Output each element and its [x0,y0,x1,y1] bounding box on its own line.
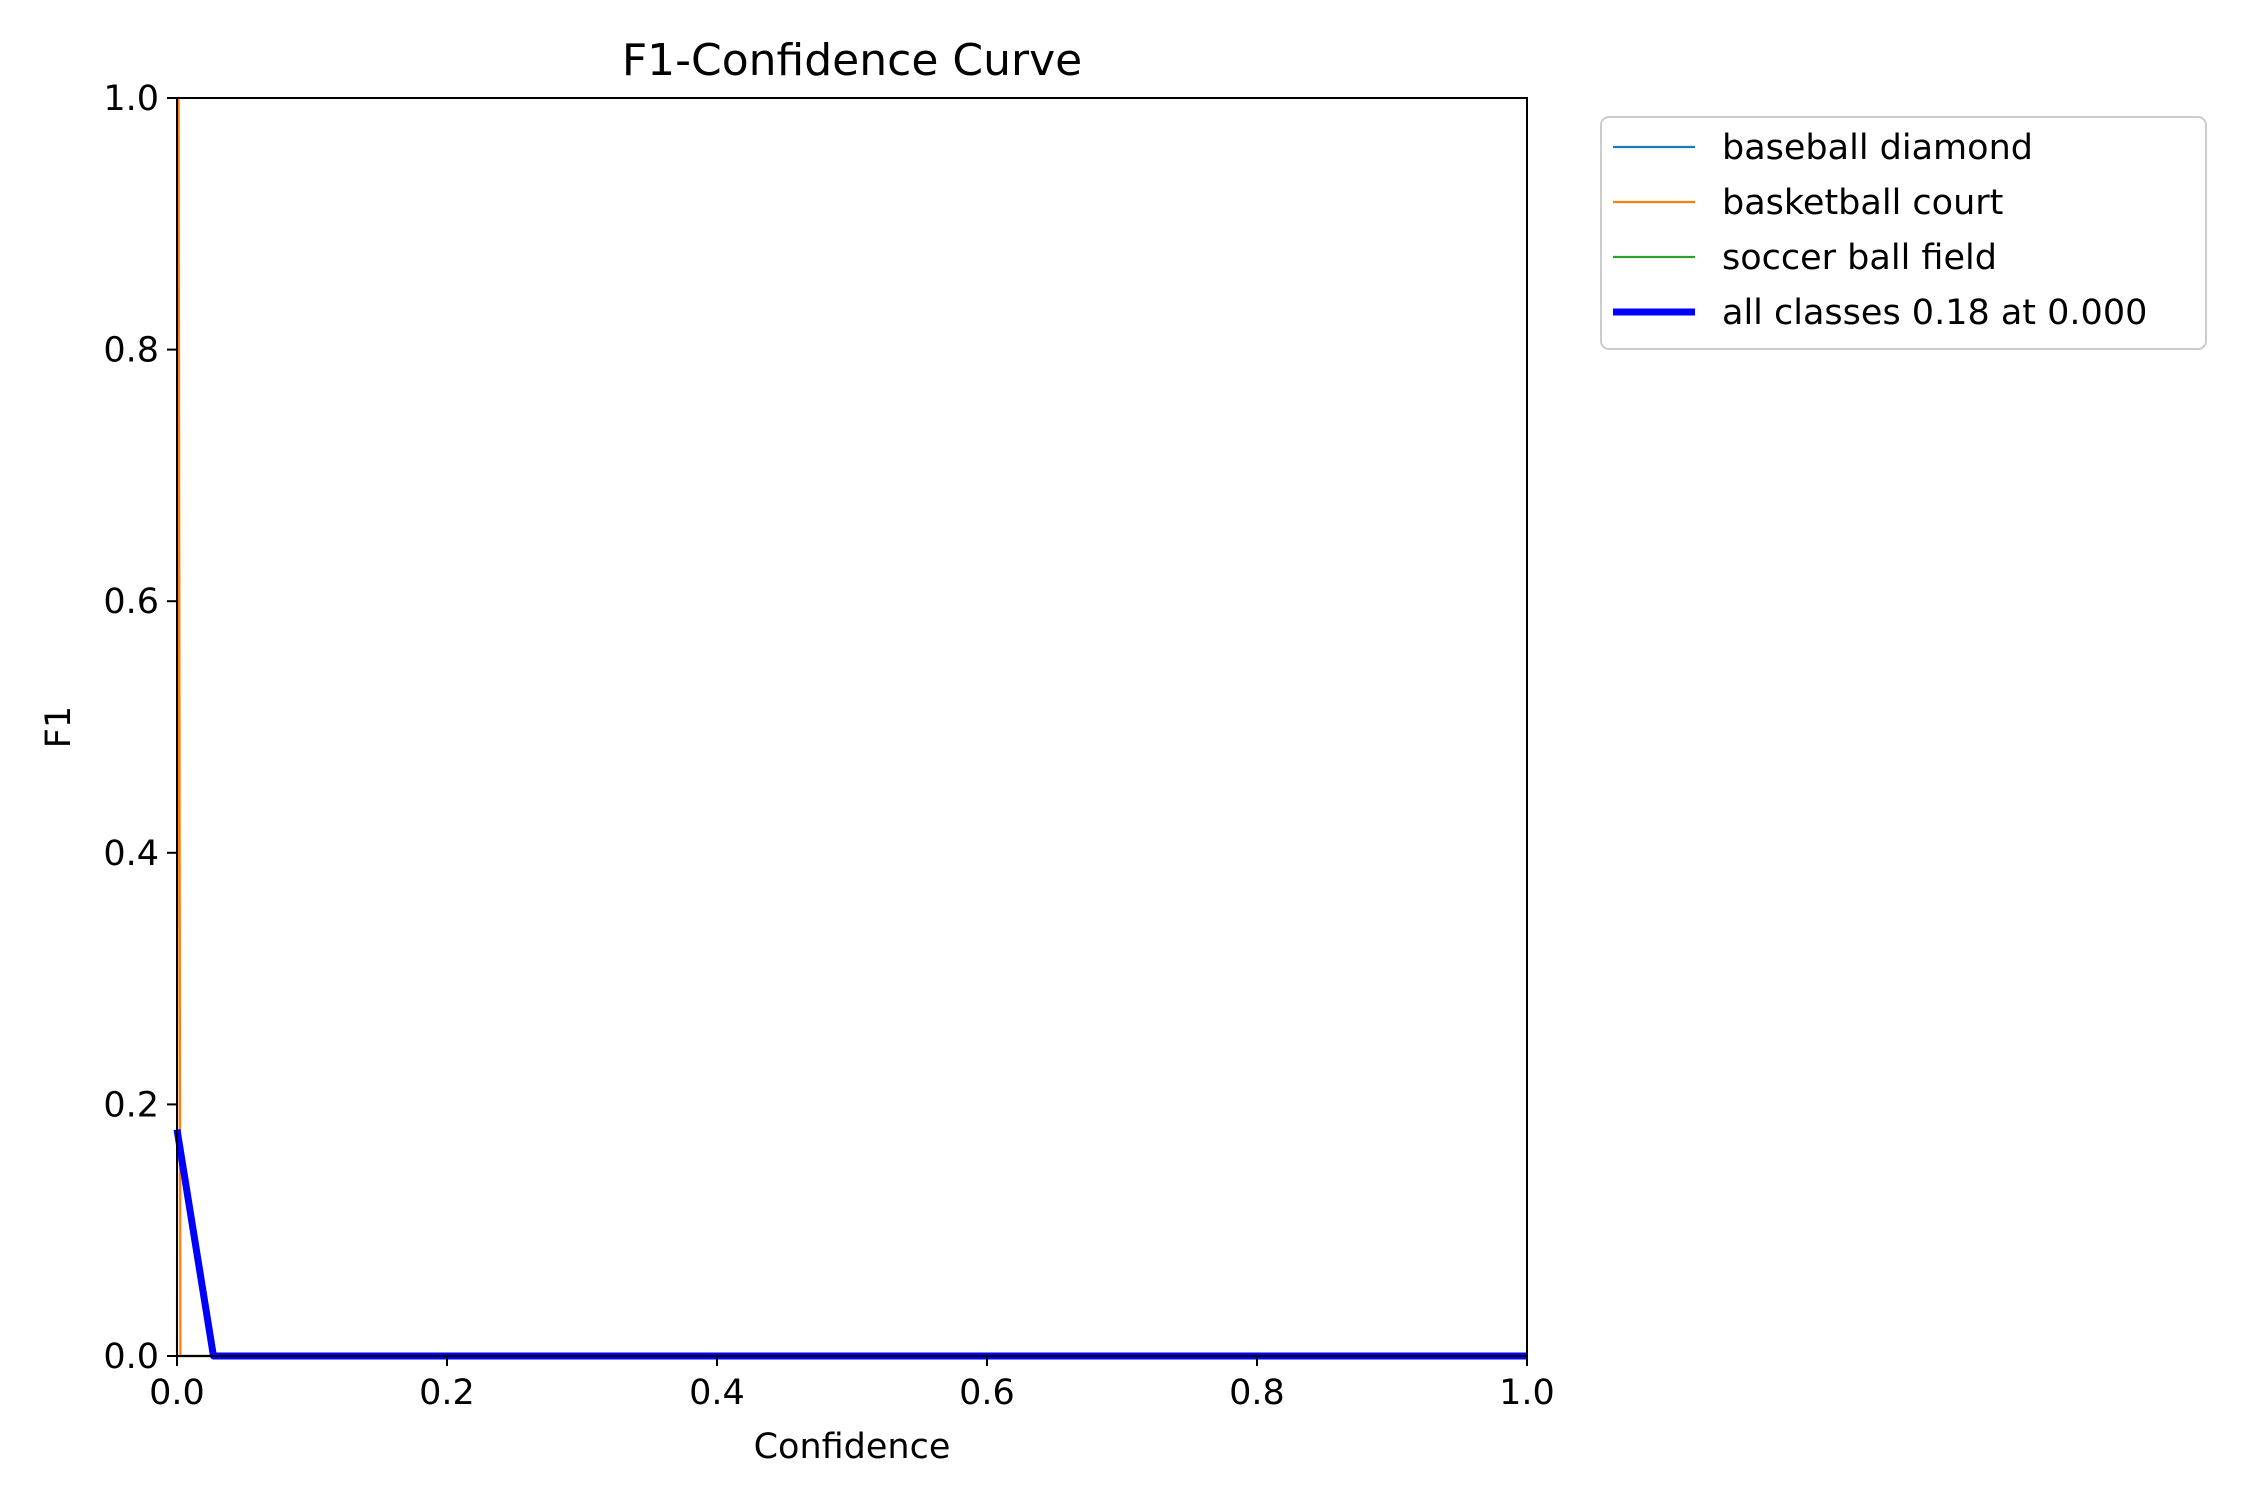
x-tick-label: 1.0 [1499,1373,1555,1413]
series-line-1 [175,96,1527,1358]
x-tick-label: 0.4 [689,1373,745,1413]
y-tick-label: 0.0 [103,1337,159,1377]
plot-frame [176,97,1528,1357]
y-tick-label: 0.4 [103,834,159,874]
legend: baseball diamond basketball court soccer b… [1600,116,2207,350]
legend-label-1: basketball court [1722,183,2003,223]
plot-series-group [173,96,1527,1360]
x-tick-label: 0.6 [959,1373,1015,1413]
legend-label-0: baseball diamond [1722,128,2033,168]
legend-label-3: all classes 0.18 at 0.000 [1722,293,2147,333]
series-line-3 [173,1129,1527,1360]
x-tick-label: 0.8 [1229,1373,1285,1413]
x-tick-label: 0.2 [419,1373,475,1413]
legend-frame [1600,116,2207,350]
legend-label-2: soccer ball field [1722,238,1997,278]
x-axis-ticks: 0.0 0.2 0.4 0.6 0.8 1.0 [149,1356,1555,1413]
y-tick-label: 0.6 [103,582,159,622]
chart-title: F1-Confidence Curve [622,35,1082,86]
x-tick-label: 0.0 [149,1373,205,1413]
y-tick-label: 1.0 [103,79,159,119]
x-axis-label: Confidence [754,1427,951,1467]
y-axis-ticks: 0.0 0.2 0.4 0.6 0.8 1.0 [103,79,177,1377]
y-tick-label: 0.8 [103,331,159,371]
y-tick-label: 0.2 [103,1085,159,1125]
y-axis-label: F1 [39,706,79,748]
